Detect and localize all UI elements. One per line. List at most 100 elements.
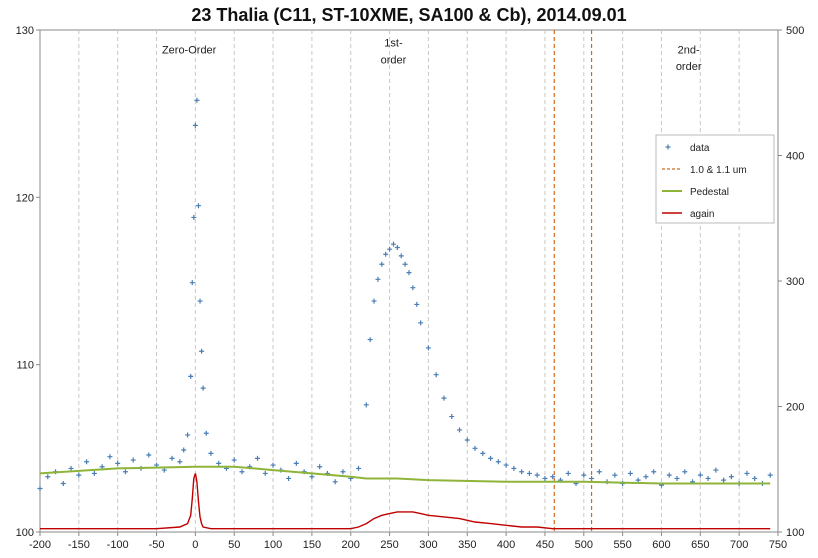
data-point [503, 462, 509, 468]
legend-entry: data [690, 143, 710, 154]
x-tick-label: 550 [613, 539, 631, 551]
data-point [239, 469, 245, 475]
data-point [635, 477, 641, 483]
data-point [356, 465, 362, 471]
data-point [262, 470, 268, 476]
chart-annotation: order [381, 54, 407, 66]
x-tick-label: -200 [29, 539, 51, 551]
y-tick-label: 130 [16, 25, 34, 37]
data-point [488, 455, 494, 461]
data-point [122, 469, 128, 475]
data-point [192, 122, 198, 128]
data-point [387, 246, 393, 252]
data-point [472, 445, 478, 451]
data-point [752, 475, 758, 481]
data-point [542, 475, 548, 481]
x-tick-label: 650 [691, 539, 709, 551]
data-point [375, 276, 381, 282]
data-point [697, 472, 703, 478]
data-point [189, 280, 195, 286]
data-point [550, 474, 556, 480]
data-point [332, 479, 338, 485]
chart-annotation: Zero-Order [162, 44, 217, 56]
x-tick-label: 0 [192, 539, 198, 551]
x-tick-label: 450 [536, 539, 554, 551]
data-point [185, 432, 191, 438]
data-point [146, 452, 152, 458]
data-point [666, 472, 672, 478]
data-point [612, 472, 618, 478]
y2-tick-label: 400 [786, 151, 804, 163]
data-point [169, 455, 175, 461]
data-point [216, 460, 222, 466]
legend-entry: 1.0 & 1.1 um [690, 165, 747, 176]
x-tick-label: 150 [303, 539, 321, 551]
data-point [526, 470, 532, 476]
data-point [371, 298, 377, 304]
data-point [449, 414, 455, 420]
data-point [270, 462, 276, 468]
data-point [511, 465, 517, 471]
data-point [406, 270, 412, 276]
x-tick-label: 600 [652, 539, 670, 551]
data-point [84, 459, 90, 465]
x-tick-label: 400 [497, 539, 515, 551]
data-point [519, 469, 525, 475]
data-point [534, 472, 540, 478]
legend-marker [665, 144, 671, 150]
data-point [565, 470, 571, 476]
data-point [410, 285, 416, 291]
data-point [705, 475, 711, 481]
chart-annotation: order [676, 61, 702, 73]
data-point [464, 437, 470, 443]
data-point [394, 245, 400, 251]
data-point [115, 460, 121, 466]
x-tick-label: -50 [149, 539, 165, 551]
data-point [418, 320, 424, 326]
data-point [581, 472, 587, 478]
data-point [651, 469, 657, 475]
data-point [390, 241, 396, 247]
data-point [627, 470, 633, 476]
chart-title: 23 Thalia (C11, ST-10XME, SA100 & Cb), 2… [191, 5, 626, 25]
data-point [379, 261, 385, 267]
data-point [414, 301, 420, 307]
data-point [363, 402, 369, 408]
data-point [425, 345, 431, 351]
data-point [317, 464, 323, 470]
data-point [383, 251, 389, 257]
y2-tick-label: 200 [786, 402, 804, 414]
legend-box [655, 134, 775, 224]
x-tick-label: 250 [380, 539, 398, 551]
x-tick-label: -150 [68, 539, 90, 551]
data-point [398, 253, 404, 259]
data-point [367, 337, 373, 343]
data-point [682, 469, 688, 475]
data-point [293, 460, 299, 466]
data-point [191, 214, 197, 220]
series-line-again [40, 473, 771, 530]
legend-entry: again [690, 209, 714, 220]
data-point [60, 480, 66, 486]
data-point [37, 485, 43, 491]
data-point [203, 430, 209, 436]
data-point [45, 474, 51, 480]
y-tick-label: 120 [16, 192, 34, 204]
data-point [728, 474, 734, 480]
data-point [197, 298, 203, 304]
data-point [181, 447, 187, 453]
data-point [674, 475, 680, 481]
series-line-pedestal [39, 465, 771, 485]
y2-tick-label: 100 [786, 527, 804, 539]
data-point [231, 457, 237, 463]
y-tick-label: 110 [16, 360, 34, 372]
x-tick-label: 750 [769, 539, 787, 551]
data-point [200, 385, 206, 391]
x-tick-label: 100 [264, 539, 282, 551]
x-tick-label: 300 [419, 539, 437, 551]
data-point [744, 470, 750, 476]
y2-tick-label: 500 [786, 25, 804, 37]
data-point [433, 372, 439, 378]
data-point [713, 467, 719, 473]
data-point [721, 477, 727, 483]
